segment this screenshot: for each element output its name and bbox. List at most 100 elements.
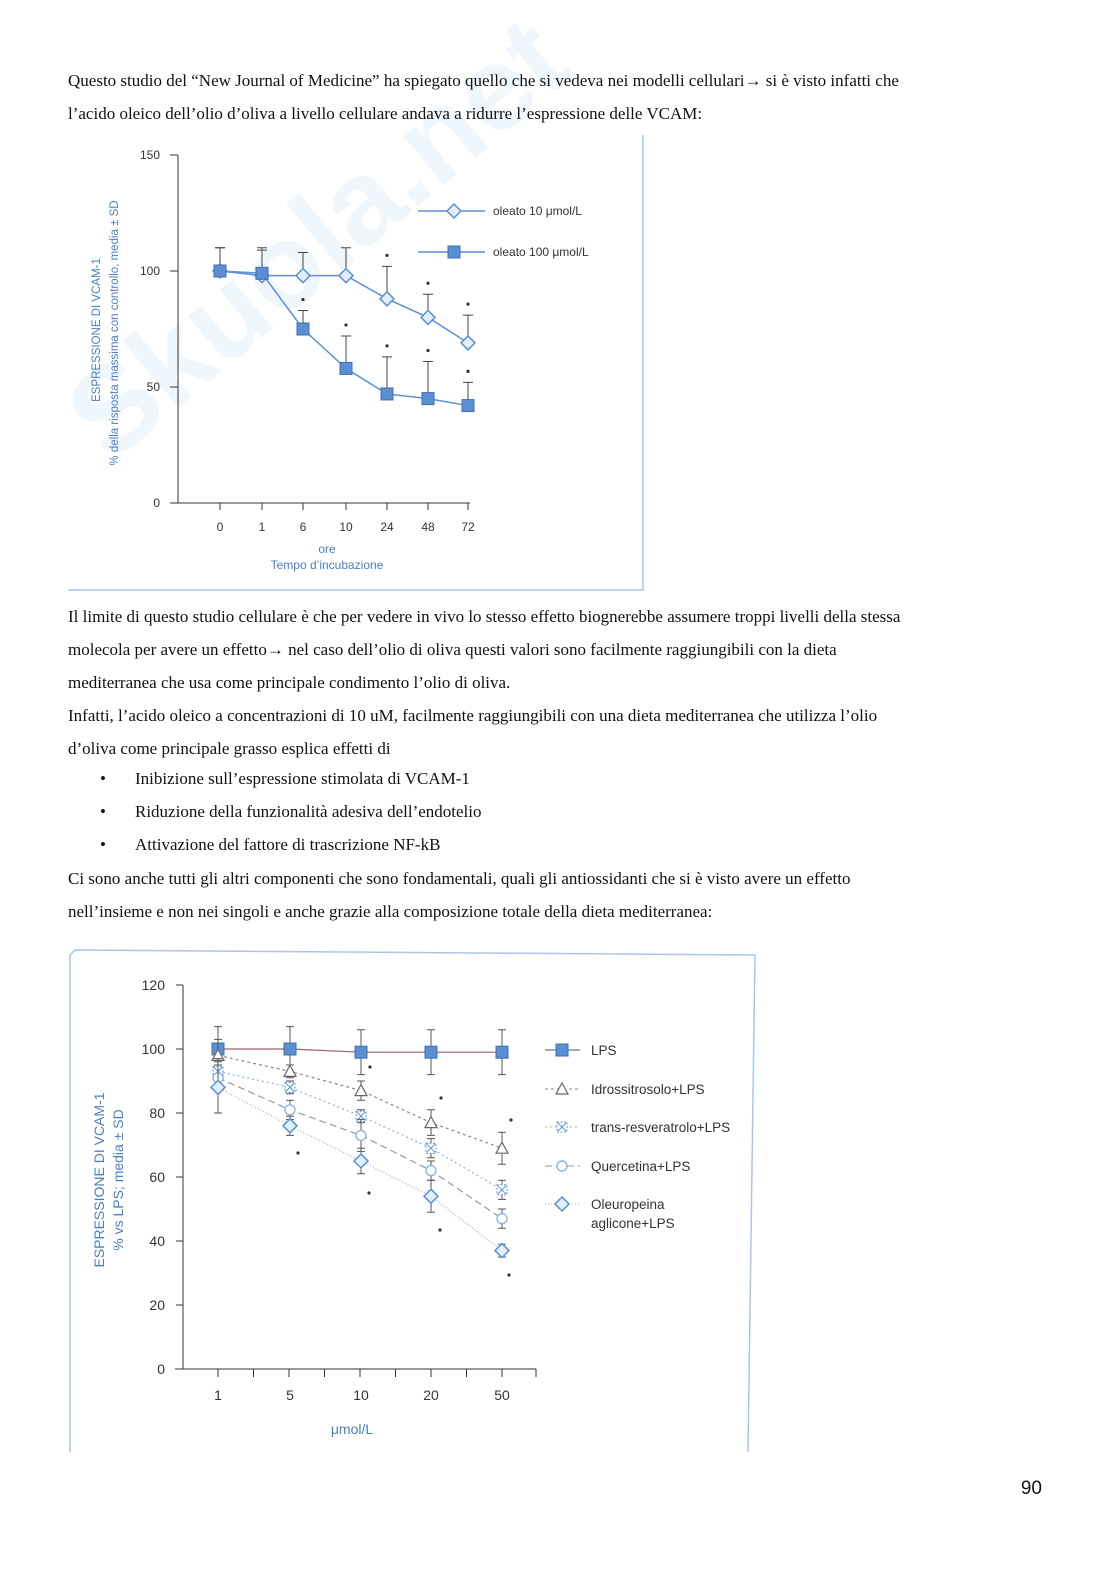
text-line: Ci sono anche tutti gli altri componenti… <box>68 869 851 888</box>
legend-label: Oleuropeina <box>591 1197 665 1212</box>
x-tick-label: 20 <box>423 1387 439 1403</box>
y-tick-label: 0 <box>153 496 160 510</box>
x-tick-label: 10 <box>339 520 353 534</box>
diamond-marker <box>378 290 396 307</box>
paragraph-2: Il limite di questo studio cellulare è c… <box>68 600 1058 765</box>
legend-label: Idrossitrosolo+LPS <box>591 1082 705 1097</box>
x-tick-label: 24 <box>380 520 394 534</box>
series-line <box>217 1086 503 1252</box>
bullet-item: • Attivazione del fattore di trascrizione… <box>100 835 440 855</box>
legend-label: aglicone+LPS <box>591 1216 675 1231</box>
x-tick-label: 6 <box>300 520 307 534</box>
chart-frame <box>68 135 644 591</box>
series-line <box>217 1054 503 1149</box>
legend-label: LPS <box>591 1043 617 1058</box>
square-marker <box>421 392 435 406</box>
paragraph-1: Questo studio del “New Journal of Medici… <box>68 64 1058 130</box>
square-marker <box>354 1045 368 1059</box>
square-marker <box>380 387 394 401</box>
square-marker <box>495 1045 509 1059</box>
square-x-cross <box>426 1143 436 1153</box>
x-axis-label-2: Tempo d’incubazione <box>271 558 384 572</box>
significance-dot <box>426 281 430 285</box>
text-line: mediterranea che usa come principale con… <box>68 673 511 692</box>
circle-marker <box>556 1160 568 1172</box>
x-tick-label: 0 <box>217 520 224 534</box>
circle-marker <box>496 1212 508 1225</box>
diamond-marker <box>352 1152 370 1170</box>
y-axis-label: ESPRESSIONE DI VCAM-1 <box>91 1092 107 1267</box>
square-marker <box>255 266 269 280</box>
bullet-text: Inibizione sull’espressione stimolata di… <box>135 769 470 788</box>
significance-dot <box>296 1151 300 1155</box>
diamond-marker <box>493 1242 511 1259</box>
legend-label: oleato 100 μmol/L <box>493 245 589 259</box>
triangle-marker <box>353 1083 369 1097</box>
diamond-marker <box>294 267 312 284</box>
circle-marker <box>425 1164 437 1177</box>
y-axis-label-2: % vs LPS; media ± SD <box>110 1109 126 1251</box>
text-line: Questo studio del “New Journal of Medici… <box>68 71 899 90</box>
x-tick-label: 50 <box>494 1387 510 1403</box>
square-x-cross <box>356 1111 366 1121</box>
square-marker <box>461 399 475 413</box>
square-marker <box>213 264 227 278</box>
square-marker <box>424 1045 438 1059</box>
text-line: Infatti, l’acido oleico a concentrazioni… <box>68 706 878 725</box>
significance-dot <box>438 1228 442 1232</box>
y-tick-label: 100 <box>142 1041 166 1057</box>
y-axis-label: ESPRESSIONE DI VCAM-1 <box>91 258 103 402</box>
diamond-marker <box>337 267 355 284</box>
legend-label: Quercetina+LPS <box>591 1159 690 1174</box>
legend-label: trans-resveratrolo+LPS <box>591 1120 730 1135</box>
significance-dot <box>507 1273 511 1277</box>
square-x-marker <box>425 1142 437 1154</box>
square-marker <box>339 361 353 375</box>
circle-marker <box>355 1129 367 1142</box>
legend-label: oleato 10 μmol/L <box>493 204 582 218</box>
significance-dot <box>344 323 348 327</box>
text-line: molecola per avere un effetto→ nel caso … <box>68 640 837 659</box>
significance-dot <box>367 1191 371 1195</box>
significance-dot <box>426 348 430 353</box>
triangle-marker <box>554 1081 570 1095</box>
square-marker <box>283 1042 297 1056</box>
diamond-marker <box>419 309 437 326</box>
diamond-marker <box>281 1117 299 1134</box>
triangle-marker <box>494 1140 510 1154</box>
significance-dot <box>368 1065 372 1069</box>
significance-dot <box>466 369 470 373</box>
diamond-marker <box>445 202 463 220</box>
y-tick-label: 60 <box>149 1169 165 1185</box>
significance-dot <box>385 344 389 348</box>
bullet-text: Riduzione della funzionalità adesiva del… <box>135 802 482 821</box>
chart-frame <box>69 949 756 1453</box>
diamond-marker <box>553 1195 571 1213</box>
x-tick-label: 1 <box>259 520 266 534</box>
bullet-text: Attivazione del fattore di trascrizione … <box>135 835 441 854</box>
circle-marker <box>284 1104 296 1116</box>
text-line: Il limite di questo studio cellulare è c… <box>68 607 901 626</box>
diamond-marker <box>459 334 477 351</box>
text-line: l’acido oleico dell’olio d’oliva a livel… <box>68 104 703 123</box>
x-tick-label: 72 <box>461 520 475 534</box>
bullet-item: • Riduzione della funzionalità adesiva de… <box>100 802 482 822</box>
y-tick-label: 100 <box>140 264 160 278</box>
x-tick-label: 48 <box>421 520 435 534</box>
significance-dot <box>439 1096 443 1100</box>
square-x-marker <box>496 1184 508 1196</box>
significance-dot <box>301 297 305 302</box>
square-x-marker <box>556 1121 568 1133</box>
x-tick-label: 1 <box>214 1387 222 1403</box>
square-marker <box>555 1043 569 1057</box>
square-marker <box>296 322 310 336</box>
y-tick-label: 120 <box>142 977 166 993</box>
significance-dot <box>509 1118 513 1122</box>
text-line: nell’insieme e non nei singoli e anche g… <box>68 902 713 921</box>
triangle-marker <box>282 1064 298 1078</box>
square-marker <box>447 245 461 259</box>
y-tick-label: 40 <box>149 1233 165 1249</box>
square-x-cross <box>285 1083 295 1092</box>
significance-dot <box>385 253 389 257</box>
